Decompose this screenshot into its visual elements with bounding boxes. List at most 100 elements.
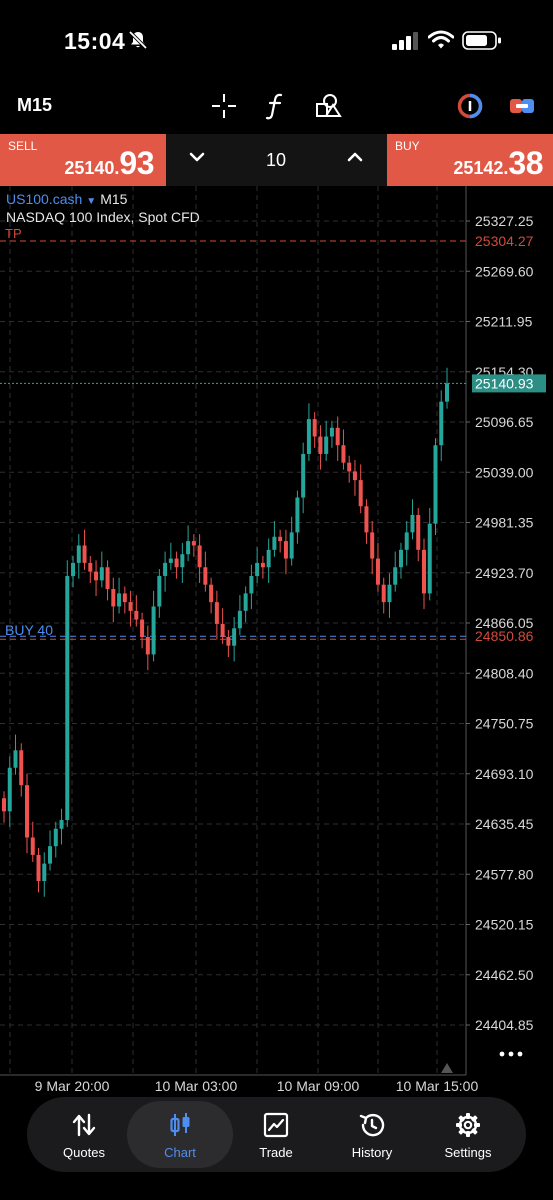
candle-body xyxy=(341,445,346,463)
nav-history-label: History xyxy=(351,1145,393,1160)
y-tick-label: 24462.50 xyxy=(475,967,534,983)
candle-body xyxy=(48,846,53,864)
current-price-tag xyxy=(472,374,546,393)
candle-body xyxy=(306,419,311,454)
candle-body xyxy=(19,750,24,786)
position-label[interactable]: BUY 40 xyxy=(5,622,53,638)
y-tick-label: 25327.25 xyxy=(475,213,534,229)
y-tick-label: 24750.75 xyxy=(475,716,534,732)
candle-body xyxy=(318,436,323,454)
nav-quotes[interactable]: Quotes xyxy=(36,1101,132,1168)
candle-body xyxy=(174,558,179,568)
y-tick-label: 25096.65 xyxy=(475,414,534,430)
nav-history[interactable]: History xyxy=(324,1101,420,1168)
nav-chart-label: Chart xyxy=(164,1145,196,1160)
symbol-header[interactable]: US100.cash ▼ M15 xyxy=(6,191,127,207)
symbol-description: NASDAQ 100 Index, Spot CFD xyxy=(6,209,200,225)
arrows-updown-icon xyxy=(72,1113,96,1137)
buy-price: 25142.38 xyxy=(453,145,543,181)
bottom-navigation xyxy=(27,1097,526,1172)
decrease-lot-chevron-down-icon[interactable] xyxy=(186,146,208,168)
one-click-trading-icon[interactable] xyxy=(508,92,536,120)
candle-body xyxy=(439,401,444,446)
x-tick-label: 10 Mar 03:00 xyxy=(155,1078,238,1094)
candle-body xyxy=(76,545,81,563)
candle-body xyxy=(352,471,357,481)
candle-body xyxy=(237,610,242,629)
candle-body xyxy=(370,532,375,559)
candle-body xyxy=(243,593,248,611)
candle-body xyxy=(111,589,116,607)
nav-quotes-label: Quotes xyxy=(63,1145,105,1160)
candle-body xyxy=(197,545,202,568)
candle-body xyxy=(168,558,173,563)
objects-shapes-icon[interactable] xyxy=(314,92,342,120)
y-tick-label: 25269.60 xyxy=(475,263,534,279)
more-options-icon[interactable] xyxy=(497,1044,525,1064)
candle-body xyxy=(249,575,254,594)
candle-body xyxy=(186,541,191,555)
buy-button[interactable]: BUY 25142.38 xyxy=(387,134,553,186)
current-price-label: 25140.93 xyxy=(475,375,534,391)
candle-body xyxy=(180,554,185,568)
battery-icon xyxy=(462,31,501,50)
y-tick-label: 24808.40 xyxy=(475,665,534,681)
candle-body xyxy=(134,610,139,620)
candle-body xyxy=(128,602,133,611)
x-tick-label: 9 Mar 20:00 xyxy=(35,1078,110,1094)
account-mode-icon[interactable] xyxy=(456,92,484,120)
candle-body xyxy=(25,785,30,838)
y-tick-label: 24520.15 xyxy=(475,917,534,933)
candle-body xyxy=(157,575,162,607)
nav-trade[interactable]: Trade xyxy=(228,1101,324,1168)
status-time: 15:04 xyxy=(64,28,126,54)
candle-body xyxy=(7,767,12,812)
candle-body xyxy=(145,636,150,655)
candlestick-icon xyxy=(170,1113,190,1136)
cellular-signal-icon xyxy=(392,32,418,50)
y-tick-label: 24404.85 xyxy=(475,1017,534,1033)
candle-body xyxy=(272,536,277,550)
candle-body xyxy=(122,593,127,603)
candle-body xyxy=(416,514,421,550)
y-tick-label: 24866.05 xyxy=(475,615,534,631)
increase-lot-chevron-up-icon[interactable] xyxy=(344,146,366,168)
crosshair-icon[interactable] xyxy=(210,92,238,120)
nav-active-highlight xyxy=(127,1101,233,1168)
y-tick-label: 24923.70 xyxy=(475,565,534,581)
y-tick-label: 24693.10 xyxy=(475,766,534,782)
candle-body xyxy=(163,562,168,576)
wifi-icon xyxy=(428,30,454,49)
sell-price: 25140.93 xyxy=(64,145,154,181)
candle-body xyxy=(421,549,426,594)
candle-body xyxy=(398,549,403,568)
candle-body xyxy=(117,593,122,607)
indicators-function-icon[interactable] xyxy=(262,92,290,120)
candle-body xyxy=(82,545,87,563)
candle-body xyxy=(427,523,432,594)
candle-body xyxy=(278,536,283,542)
candle-body xyxy=(140,619,145,637)
nav-chart[interactable]: Chart xyxy=(132,1101,228,1168)
lot-size-value[interactable]: 10 xyxy=(265,150,287,170)
candle-body xyxy=(65,575,70,821)
y-tick-label: 25211.95 xyxy=(475,314,533,330)
candle-body xyxy=(88,562,93,572)
candle-body xyxy=(30,837,35,855)
nav-settings[interactable]: Settings xyxy=(420,1101,516,1168)
candle-body xyxy=(445,383,449,402)
candle-body xyxy=(364,506,369,533)
candle-body xyxy=(433,445,438,524)
sell-button[interactable]: SELL 25140.93 xyxy=(0,134,166,186)
history-clock-icon xyxy=(359,1113,385,1137)
candle-body xyxy=(191,541,196,546)
y-tick-label: 25039.00 xyxy=(475,464,534,480)
candle-body xyxy=(347,462,352,472)
candle-body xyxy=(255,562,260,576)
timeframe-selector[interactable]: M15 xyxy=(17,95,53,115)
price-chart[interactable]: 25327.2525269.6025211.9525154.3025096.65… xyxy=(0,186,553,1096)
candle-body xyxy=(393,567,398,585)
y-tick-label: 24635.45 xyxy=(475,816,534,832)
position-price: 24850.86 xyxy=(475,628,534,644)
take-profit-label[interactable]: TP xyxy=(5,226,22,241)
